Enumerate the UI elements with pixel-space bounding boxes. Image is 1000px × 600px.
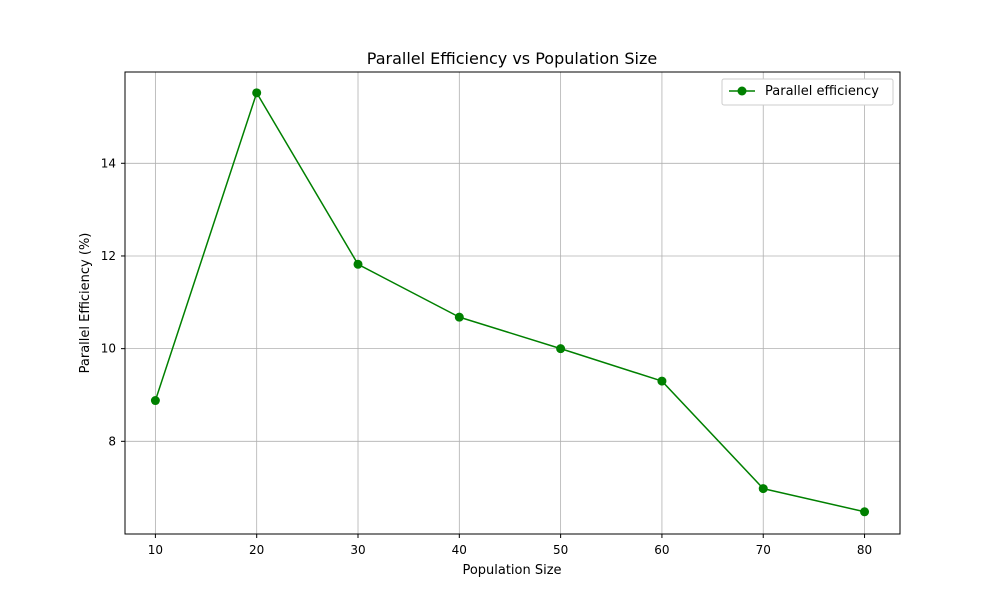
x-tick-label: 80 [857,543,872,557]
y-tick-label: 12 [101,249,116,263]
data-point [556,344,566,354]
legend: Parallel efficiency [721,78,894,106]
x-tick-label: 60 [654,543,669,557]
grid-lines [125,72,900,534]
y-tick-label: 10 [101,342,116,356]
x-tick-label: 30 [350,543,365,557]
x-tick-label: 40 [452,543,467,557]
series-line [154,92,865,513]
x-axis: 10 20 30 40 50 60 70 80 [148,534,872,557]
y-tick-label: 14 [101,156,116,170]
data-point [657,376,667,386]
y-axis-label: Parallel Efficiency (%) [78,233,93,374]
x-tick-label: 70 [756,543,771,557]
x-tick-label: 50 [553,543,568,557]
legend-box [721,78,894,106]
data-point [454,312,464,322]
series-layer [150,88,870,517]
x-tick-label: 20 [249,543,264,557]
x-tick-label: 10 [148,543,163,557]
data-point [150,396,160,406]
data-point [860,507,870,517]
y-tick-label: 8 [108,434,116,448]
chart-title: Parallel Efficiency vs Population Size [367,49,657,68]
legend-label: Parallel efficiency [765,84,879,99]
y-axis: 8 10 12 14 [101,156,125,448]
x-axis-label: Population Size [462,563,561,578]
data-point [252,88,262,98]
data-point [758,484,768,494]
plot-area-frame [124,71,901,535]
data-point [353,259,363,269]
legend-marker-swatch [737,86,747,96]
